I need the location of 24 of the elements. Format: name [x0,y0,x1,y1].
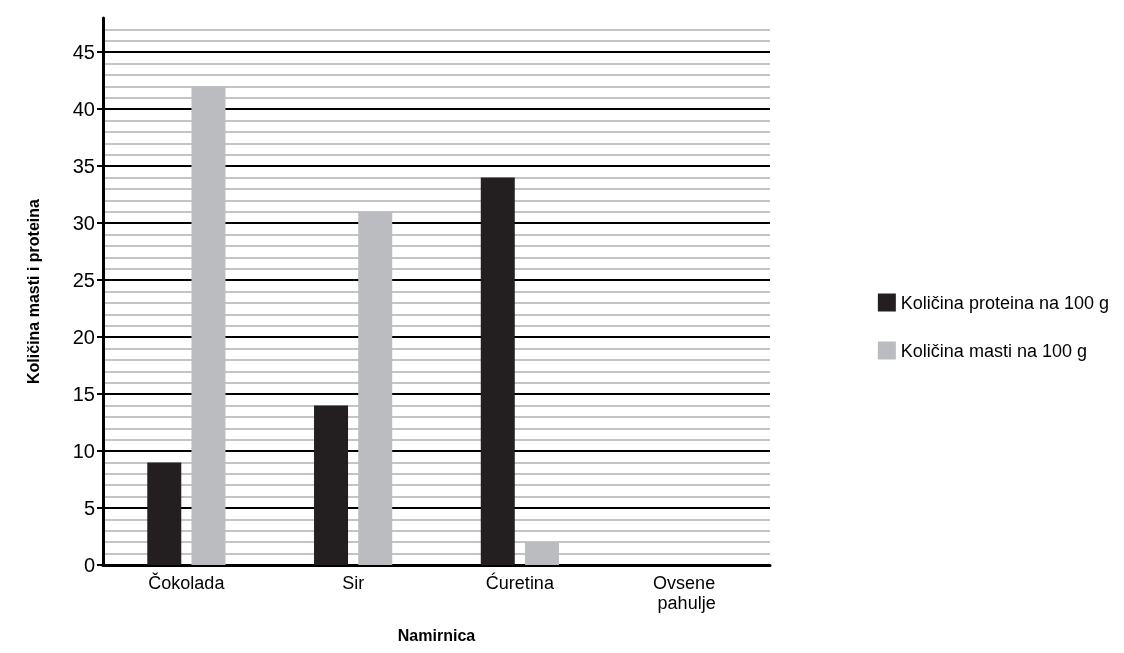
bar [480,177,515,565]
y-tick-label: 15 [72,383,95,406]
bar [314,405,349,565]
legend-label: Količina masti na 100 g [900,340,1087,361]
y-tick-label: 10 [72,440,95,463]
y-tick-label: 5 [83,497,95,520]
bar [147,462,182,565]
x-tick-label: Čokolada [148,572,226,593]
y-axis-title: Količina masti i proteina [24,198,42,384]
x-axis-title: Namirnica [397,626,476,644]
y-tick-label: 45 [72,41,95,64]
x-tick-label: Sir [342,573,365,593]
y-tick-label: 20 [72,326,95,349]
y-tick-label: 25 [72,269,95,292]
legend-label: Količina proteina na 100 g [900,292,1109,313]
x-tick-label: Ovsene pahulje [653,573,721,613]
bar [358,211,393,565]
bar [524,542,559,565]
y-tick-label: 35 [72,155,95,178]
y-tick-label: 30 [72,212,95,235]
bar [191,86,226,565]
y-tick-label: 0 [83,554,95,576]
y-tick-label: 40 [72,98,95,121]
x-tick-label: Ćuretina [485,572,555,593]
